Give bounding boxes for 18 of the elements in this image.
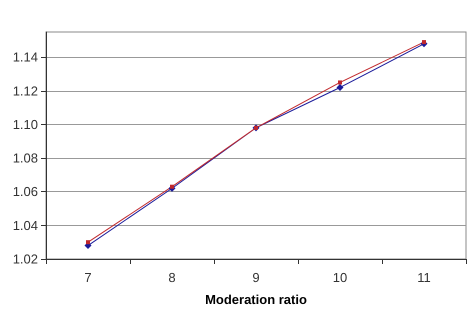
point — [170, 184, 174, 189]
point — [86, 240, 90, 244]
x-tick-label: 7 — [84, 270, 92, 285]
x-tick-label: 9 — [252, 270, 260, 285]
point — [422, 40, 426, 44]
x-tick-label: 8 — [168, 270, 176, 285]
y-tick-label: 1.02 — [12, 252, 38, 266]
y-tick-label: 1.08 — [12, 150, 38, 166]
y-tick-label: 1.10 — [12, 116, 38, 132]
point — [338, 80, 342, 84]
y-tick-label: 1.06 — [12, 184, 38, 200]
y-tick-label: 1.04 — [12, 218, 38, 233]
x-axis-title: Moderation ratio — [205, 292, 307, 307]
point — [336, 84, 344, 91]
x-tick-label: 11 — [417, 270, 431, 285]
x-tick-label: 10 — [332, 270, 348, 285]
y-tick-label: 1.14 — [12, 50, 38, 65]
y-tick-label: 1.12 — [12, 83, 38, 98]
